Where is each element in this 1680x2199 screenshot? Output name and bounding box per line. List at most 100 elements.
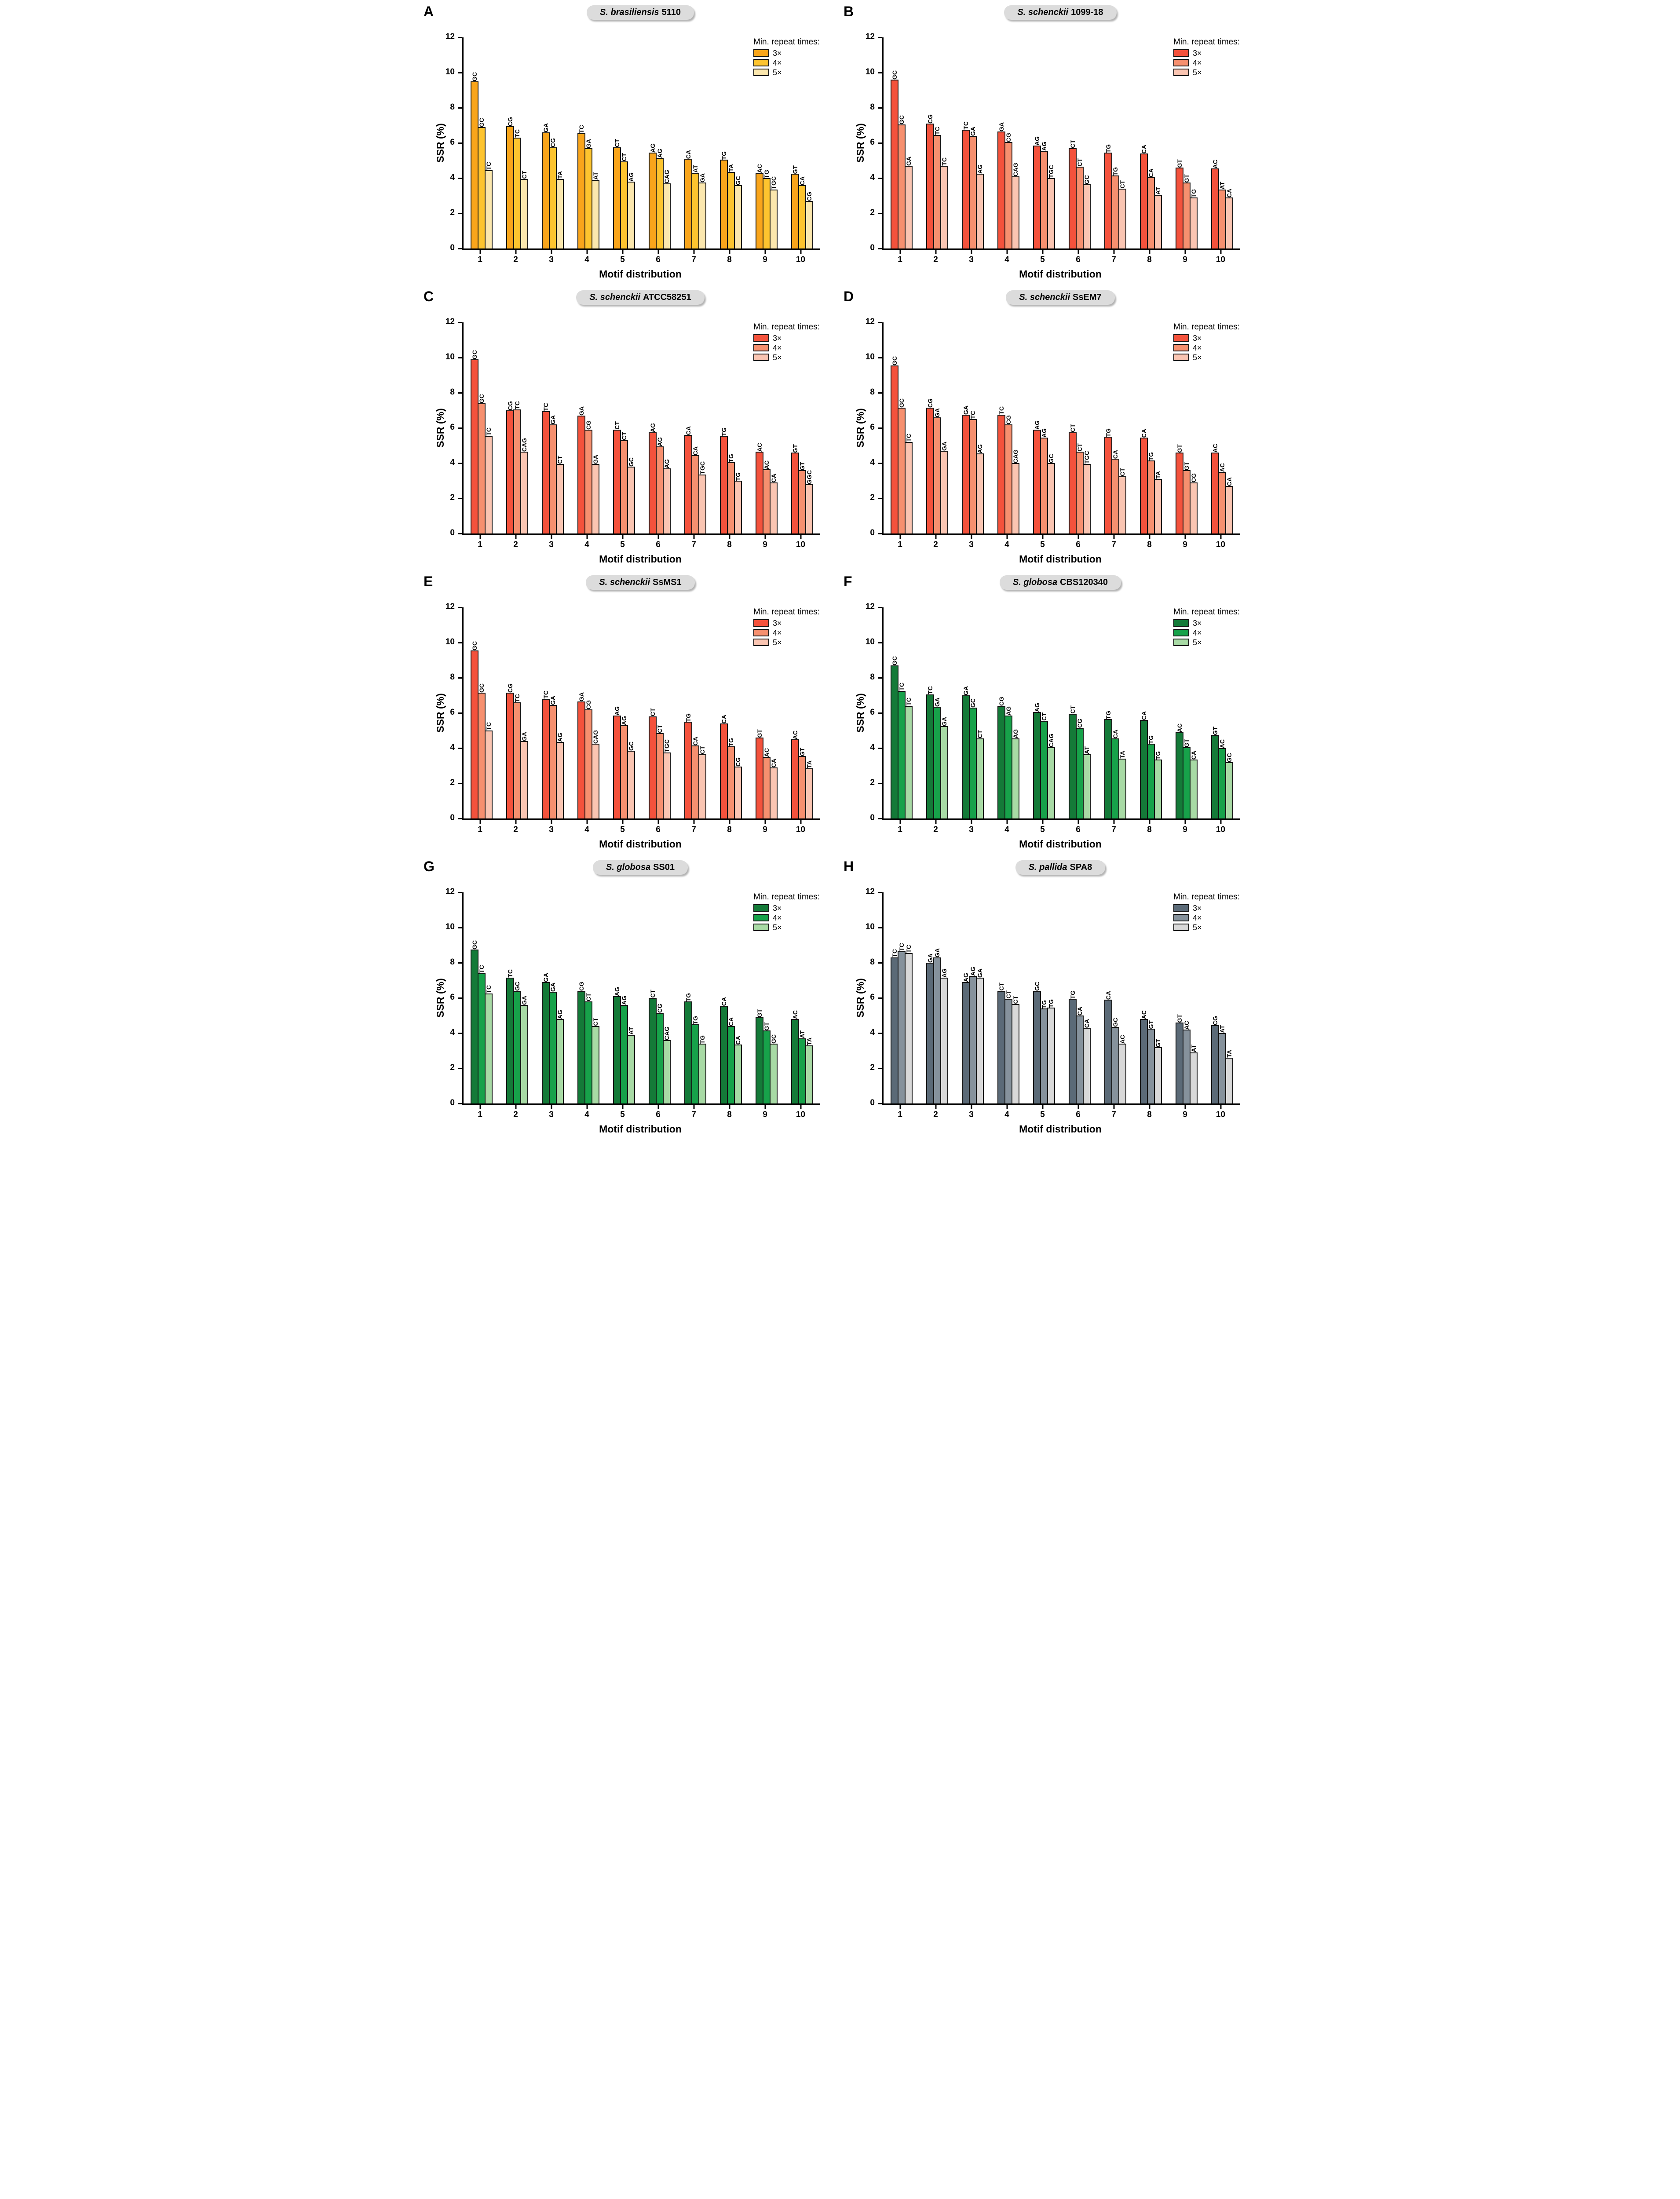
bar-motif-label: CT	[620, 432, 628, 440]
bar-motif-label: TA	[727, 164, 734, 172]
x-tick-label: 8	[1147, 540, 1152, 549]
bar-5x: AT	[1189, 1045, 1198, 1103]
bar-motif-label: CA	[1076, 1006, 1083, 1015]
y-tick-label: 4	[450, 458, 455, 467]
bar-motif-label: CG	[577, 982, 585, 991]
legend-label: 5×	[773, 353, 782, 362]
y-tick-mark	[878, 212, 882, 214]
panel-title: S. schenckii ATCC58251	[576, 290, 705, 305]
x-tick-label: 8	[727, 825, 732, 834]
bar-motif-label: CG	[1004, 133, 1012, 142]
x-tick-mark	[971, 535, 972, 539]
x-tick-label: 3	[969, 255, 974, 264]
x-tick-label: 9	[763, 540, 767, 549]
x-tick-mark	[1220, 250, 1221, 254]
bar-motif-label: TGC	[1047, 165, 1055, 178]
bar-group: TC TC TC	[890, 892, 913, 1103]
y-tick-label: 12	[865, 32, 875, 41]
strain-name: 5110	[661, 7, 681, 17]
bar-group: AC AC CA	[1211, 322, 1233, 533]
x-tick-label: 10	[796, 255, 806, 264]
legend-label: 3×	[773, 333, 782, 343]
bar-motif-label: GC	[1047, 454, 1055, 463]
bar-motif-label: GT	[798, 747, 806, 756]
bar-motif-label: TC	[905, 434, 912, 442]
bar-motif-label: AC	[763, 748, 770, 757]
bar-group: AC GT CA	[1175, 607, 1198, 818]
legend-label: 4×	[773, 58, 782, 67]
bar-motif-label: GA	[542, 123, 549, 132]
x-tick-mark	[899, 535, 901, 539]
bar-motif-label: TGC	[770, 176, 777, 190]
bar-group: AG AG GA	[961, 892, 984, 1103]
x-tick-mark	[586, 1105, 588, 1109]
bar-5x: CAG	[520, 438, 528, 533]
y-tick-mark	[458, 357, 462, 358]
legend-row: 3×	[1173, 334, 1240, 342]
bar-motif-label: GT	[1154, 1038, 1161, 1047]
chart-area: SSR (%) GC GC TC CG TC CT GA CG TA TC GA AT CT CT AG AG…	[420, 33, 840, 280]
legend-swatch	[753, 49, 769, 57]
bar-motif-label: GA	[549, 983, 556, 992]
legend-title: Min. repeat times:	[753, 322, 820, 332]
x-tick-mark	[764, 820, 766, 824]
legend-swatch	[753, 639, 769, 647]
x-tick-mark	[622, 535, 623, 539]
x-tick-label: 6	[656, 540, 661, 549]
x-tick-mark	[479, 250, 481, 254]
bar-motif-label: AT	[1154, 187, 1161, 195]
bar-motif-label: CT	[656, 725, 663, 733]
bar-5x: TG	[1047, 999, 1055, 1103]
legend-title: Min. repeat times:	[1173, 322, 1240, 332]
x-axis-title: Motif distribution	[599, 268, 682, 280]
bar-motif-label: TC	[506, 969, 514, 978]
x-tick-mark	[1006, 250, 1008, 254]
bar-5x: TGC	[769, 176, 778, 248]
legend-row: 3×	[753, 49, 820, 57]
panel-title-row: S. schenckii ATCC58251	[462, 290, 818, 305]
legend-row: 5×	[753, 639, 820, 647]
bar-motif-label: CT	[698, 746, 706, 754]
bar-motif-label: CAG	[1012, 162, 1019, 176]
y-tick-label: 8	[450, 957, 455, 967]
legend-title: Min. repeat times:	[753, 607, 820, 617]
bar-motif-label: CT	[997, 983, 1005, 991]
bar-group: AG AG GC	[613, 607, 635, 818]
bar-motif-label: AG	[620, 996, 628, 1005]
y-tick-mark	[458, 782, 462, 784]
panel-title-row: S. globosa CBS120340	[882, 575, 1238, 590]
x-tick-mark	[1149, 1105, 1150, 1109]
y-tick-label: 0	[450, 813, 455, 822]
legend-label: 3×	[773, 618, 782, 628]
panel-title: S. globosa SS01	[592, 860, 688, 875]
bar-motif-label: GC	[898, 398, 905, 408]
bar-motif-label: CG	[1211, 1016, 1219, 1025]
bar-motif-label: AG	[627, 172, 635, 182]
bar-motif-label: TG	[684, 713, 692, 722]
chart-panel: C S. schenckii ATCC58251 SSR (%) GC GC TC CG…	[420, 288, 840, 569]
bar-motif-label: AG	[649, 423, 656, 432]
bar-motif-label: CA	[1225, 188, 1233, 197]
x-tick-label: 9	[763, 825, 767, 834]
bar-motif-label: GC	[734, 176, 741, 185]
legend-swatch	[1173, 914, 1189, 922]
x-tick-mark	[1042, 820, 1043, 824]
x-tick-label: 7	[691, 1110, 696, 1119]
y-tick-label: 12	[865, 887, 875, 896]
strain-name: SS01	[653, 862, 675, 872]
legend-row: 3×	[1173, 49, 1240, 57]
bar-5x: AT	[627, 1027, 635, 1103]
y-tick-mark	[458, 72, 462, 73]
bar-motif-label: GT	[791, 444, 799, 453]
x-tick-mark	[1113, 250, 1114, 254]
bar-motif-label: TC	[485, 162, 492, 170]
bar-motif-label: AC	[1176, 723, 1183, 732]
bar-group: CT CG CAG	[648, 892, 671, 1103]
bar-5x: TGC	[662, 739, 671, 818]
bar-motif-label: TC	[905, 945, 912, 953]
x-tick-mark	[693, 1105, 694, 1109]
bar-motif-label: TG	[720, 427, 727, 436]
y-tick-mark	[458, 642, 462, 643]
bar-5x: AG	[555, 1010, 564, 1103]
bar-group: TG TG CT	[1104, 37, 1126, 248]
